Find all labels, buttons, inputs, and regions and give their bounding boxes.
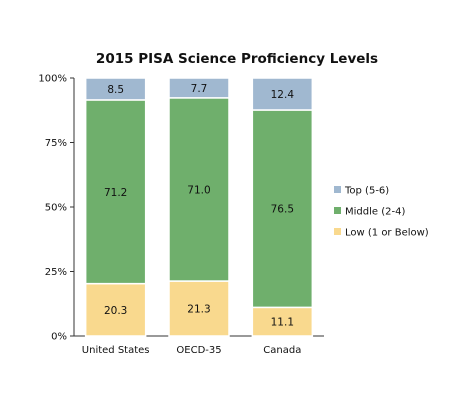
- bar-data-label: 76.5: [271, 204, 294, 216]
- legend-swatch: [334, 186, 341, 193]
- bar-segment: [168, 280, 230, 337]
- legend-swatch: [334, 228, 341, 235]
- legend-label: Low (1 or Below): [345, 228, 429, 239]
- bar-segment: [251, 77, 314, 111]
- x-tick-label: Canada: [263, 345, 301, 356]
- bar-segment: [84, 99, 147, 285]
- y-tick-label: 50%: [45, 203, 67, 214]
- bar-data-label: 71.2: [104, 187, 127, 199]
- y-tick-label: 25%: [45, 267, 67, 278]
- bar-segment: [168, 97, 230, 282]
- bar-data-label: 11.1: [271, 317, 294, 329]
- bar-segment: [251, 306, 314, 337]
- bar-data-label: 20.3: [104, 305, 127, 317]
- bar-data-label: 8.5: [107, 84, 124, 96]
- y-tick-label: 75%: [45, 138, 67, 149]
- legend-label: Top (5-6): [344, 186, 389, 197]
- bar-segment: [168, 77, 230, 99]
- chart-title: 2015 PISA Science Proficiency Levels: [96, 51, 378, 67]
- y-tick-label: 0%: [51, 332, 67, 343]
- bar-segment: [84, 282, 147, 337]
- x-tick-label: United States: [82, 345, 150, 356]
- legend-swatch: [334, 207, 341, 214]
- bar-data-label: 12.4: [271, 89, 295, 101]
- legend: Top (5-6) Middle (2-4) Low (1 or Below): [334, 186, 429, 239]
- bar-data-label: 7.7: [191, 83, 208, 95]
- x-tick-label: OECD-35: [176, 345, 221, 356]
- bar-segment: [84, 77, 147, 101]
- bar-data-label: 71.0: [187, 184, 210, 196]
- y-tick-label: 100%: [38, 74, 67, 85]
- bar-segment: [251, 109, 314, 309]
- plot-area: 0% 25% 50% 75% 100% 20.3 71.2 8.5 United States 2…: [38, 74, 324, 356]
- legend-label: Middle (2-4): [345, 207, 405, 218]
- bar-data-label: 21.3: [187, 304, 210, 316]
